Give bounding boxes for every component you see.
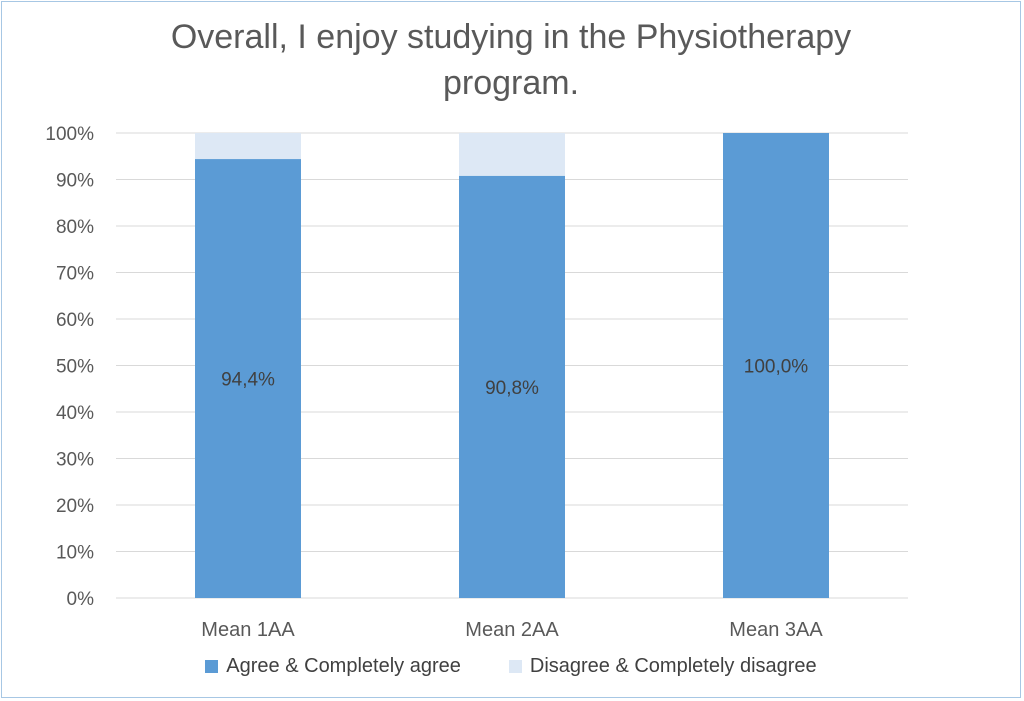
y-tick-label: 90% (56, 171, 94, 192)
y-tick-label: 50% (56, 357, 94, 378)
legend: Agree & Completely agree Disagree & Comp… (0, 655, 1022, 678)
y-tick-label: 80% (56, 217, 94, 238)
y-tick-label: 0% (67, 589, 95, 610)
chart-title-line-2: program. (442, 64, 580, 102)
y-tick-label: 60% (56, 310, 94, 331)
legend-item-disagree: Disagree & Completely disagree (508, 655, 817, 678)
x-tick-label: Mean 3AA (729, 619, 823, 641)
legend-label-agree: Agree & Completely agree (226, 655, 461, 677)
data-label: 100,0% (744, 357, 809, 378)
chart-title-line-1: Overall, I enjoy studying in the Physiot… (170, 18, 852, 56)
chart-title: Overall, I enjoy studying in the Physiot… (0, 14, 1022, 106)
y-tick-label: 10% (56, 543, 94, 564)
data-label: 90,8% (485, 378, 539, 399)
x-tick-label: Mean 2AA (465, 619, 559, 641)
y-tick-label: 30% (56, 450, 94, 471)
legend-item-agree: Agree & Completely agree (205, 655, 461, 678)
y-tick-label: 70% (56, 264, 94, 285)
legend-swatch-disagree (508, 660, 522, 673)
bar-agree (195, 159, 301, 599)
y-tick-label: 20% (56, 496, 94, 517)
data-label: 94,4% (221, 370, 275, 391)
y-tick-label: 40% (56, 403, 94, 424)
x-tick-label: Mean 1AA (201, 619, 295, 641)
y-tick-label: 100% (45, 124, 94, 145)
bar-agree (459, 175, 565, 598)
bar-disagree (195, 133, 301, 160)
bar-agree (723, 133, 829, 598)
legend-swatch-agree (205, 660, 219, 673)
bar-disagree (459, 133, 565, 176)
legend-label-disagree: Disagree & Completely disagree (529, 655, 817, 677)
